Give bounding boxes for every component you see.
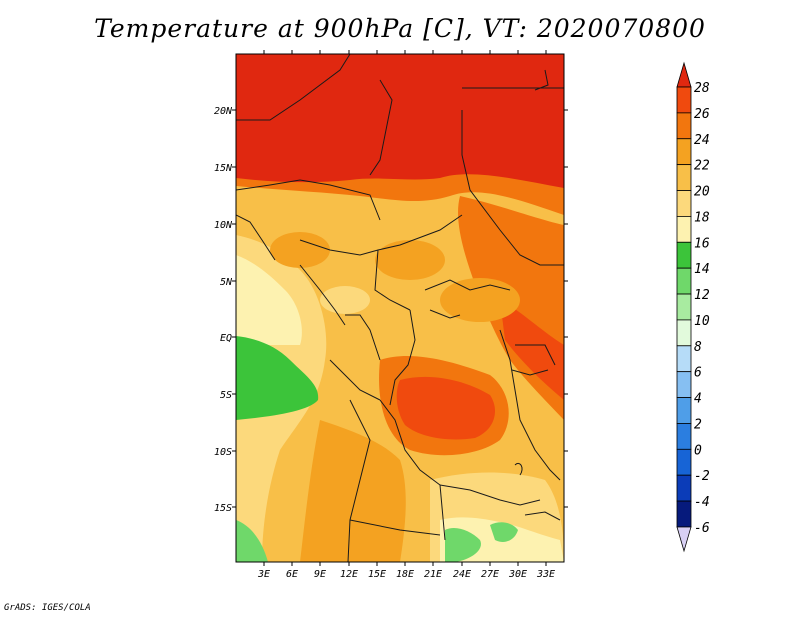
lat-label: 5S	[220, 390, 232, 401]
lon-label: 27E	[481, 569, 499, 580]
colorbar-swatch	[676, 190, 692, 217]
colorbar-label: 4	[694, 392, 702, 407]
colorbar-swatch	[676, 397, 692, 424]
colorbar-label: 24	[694, 133, 710, 148]
map-frame	[235, 53, 565, 563]
colorbar-label: 20	[694, 185, 710, 200]
lat-label: 15N	[214, 163, 233, 174]
latitude-axis: 20N 15N 10N 5N EQ 5S 10S 15S	[214, 106, 233, 514]
colorbar-arrow-bottom	[676, 526, 692, 553]
colorbar-swatch	[676, 86, 692, 114]
lon-label: 33E	[536, 569, 555, 580]
lon-label: 18E	[396, 569, 414, 580]
colorbar-swatch	[676, 371, 692, 398]
longitude-ticks	[263, 50, 547, 566]
lat-label: 10N	[214, 220, 233, 231]
colorbar-swatch	[676, 448, 692, 476]
lon-label: 30E	[508, 569, 527, 580]
colorbar-swatch	[676, 241, 692, 269]
colorbar-swatch	[676, 474, 692, 502]
colorbar-label: 28	[694, 81, 710, 96]
lat-label: 5N	[220, 277, 233, 288]
colorbar-label: -2	[694, 469, 710, 484]
lat-label: 10S	[214, 447, 232, 458]
longitude-axis: 3E 6E 9E 12E 15E 18E 21E 24E 27E 30E 33E	[257, 569, 555, 580]
colorbar-label: 16	[694, 236, 710, 251]
colorbar-label: 14	[694, 262, 710, 277]
colorbar-label: 0	[694, 443, 702, 458]
lon-label: 24E	[453, 569, 471, 580]
country-borders	[236, 54, 564, 562]
colorbar-label: 6	[694, 366, 702, 381]
lon-label: 6E	[286, 569, 298, 580]
colorbar-swatch	[676, 423, 692, 450]
latitude-ticks	[232, 109, 568, 508]
colorbar-label: 2	[694, 417, 702, 432]
colorbar-swatch	[676, 138, 692, 166]
colorbar-label: 12	[694, 288, 710, 303]
map-title: Temperature at 900hPa [C], VT: 202007080…	[94, 14, 706, 43]
colorbar-swatch	[676, 164, 692, 191]
colorbar-label: -4	[694, 495, 710, 510]
lon-label: 12E	[340, 569, 358, 580]
lon-label: 3E	[257, 569, 270, 580]
temperature-field	[236, 54, 564, 562]
colorbar-swatch	[676, 112, 692, 140]
colorbar-swatch	[676, 319, 692, 347]
colorbar-label: 22	[694, 159, 710, 174]
colorbar-arrow-top	[676, 61, 692, 88]
colorbar-label: 26	[694, 107, 710, 122]
colorbar-label: 18	[694, 210, 710, 225]
colorbar-label: -6	[694, 521, 710, 536]
colorbar-swatch	[676, 500, 692, 528]
lat-label: EQ	[220, 333, 232, 344]
lat-label: 20N	[214, 106, 233, 117]
colorbar-label: 10	[694, 314, 710, 329]
colorbar-label: 8	[694, 340, 702, 355]
colorbar-swatch	[676, 215, 692, 243]
lon-label: 9E	[314, 569, 326, 580]
lat-label: 15S	[214, 503, 232, 514]
colorbar-swatch	[676, 345, 692, 373]
lon-label: 21E	[424, 569, 442, 580]
colorbar-swatch	[676, 293, 692, 321]
lon-label: 15E	[368, 569, 386, 580]
colorbar-swatch	[676, 267, 692, 295]
grads-credit: GrADS: IGES/COLA	[4, 603, 91, 613]
